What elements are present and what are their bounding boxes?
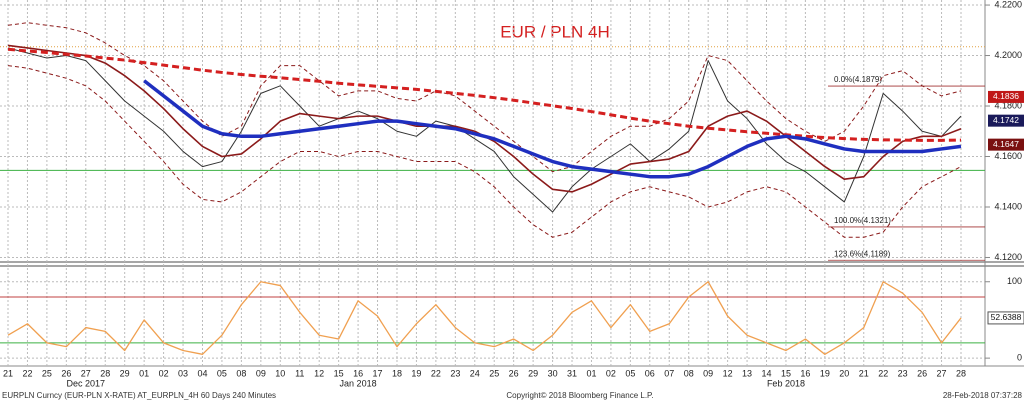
x-tick-label: 09	[703, 368, 713, 378]
x-tick-label: 25	[489, 368, 499, 378]
value-tag-label: 4.1647	[993, 139, 1019, 149]
value-tag-label: 4.1742	[993, 115, 1019, 125]
series-line	[7, 47, 962, 142]
x-group-label: Feb 2018	[767, 378, 805, 388]
series-line	[7, 22, 962, 173]
y-tick-label: 4.1400	[994, 201, 1022, 211]
x-tick-label: 22	[878, 368, 888, 378]
x-group-label: Dec 2017	[67, 378, 106, 388]
footer-right: 28-Feb-2018 07:37:28	[943, 391, 1023, 400]
footer-left: EURPLN Curncy (EUR-PLN X-RATE) AT_EURPLN…	[2, 391, 276, 400]
x-tick-label: 07	[664, 368, 674, 378]
y-tick-label: 100	[1007, 276, 1022, 286]
x-tick-label: 08	[684, 368, 694, 378]
x-tick-label: 15	[781, 368, 791, 378]
x-tick-label: 05	[217, 368, 227, 378]
y-tick-label: 0	[1017, 353, 1022, 363]
x-tick-label: 29	[120, 368, 130, 378]
x-tick-label: 21	[859, 368, 869, 378]
x-tick-label: 24	[470, 368, 480, 378]
x-tick-label: 27	[81, 368, 91, 378]
x-tick-label: 13	[742, 368, 752, 378]
x-tick-label: 19	[411, 368, 421, 378]
x-tick-label: 28	[956, 368, 966, 378]
x-tick-label: 17	[373, 368, 383, 378]
value-tag	[988, 90, 1024, 103]
value-tag	[987, 311, 1024, 325]
value-tag-label: 4.1836	[993, 91, 1019, 101]
x-tick-label: 15	[334, 368, 344, 378]
x-tick-label: 30	[548, 368, 558, 378]
x-group-label: Jan 2018	[340, 378, 377, 388]
x-tick-label: 22	[431, 368, 441, 378]
fib-label: 100.0%(4.1321)	[834, 216, 891, 225]
x-tick-label: 01	[139, 368, 149, 378]
x-tick-label: 02	[159, 368, 169, 378]
x-tick-label: 26	[509, 368, 519, 378]
value-tag	[988, 114, 1024, 127]
x-tick-label: 16	[353, 368, 363, 378]
x-tick-label: 27	[937, 368, 947, 378]
fib-label: 0.0%(4.1879)	[834, 75, 882, 84]
value-tag-label: 52.6388	[991, 312, 1022, 322]
y-tick-label: 4.1200	[994, 252, 1022, 262]
series-line	[7, 281, 962, 355]
x-tick-label: 16	[800, 368, 810, 378]
x-tick-label: 26	[917, 368, 927, 378]
x-tick-label: 21	[3, 368, 13, 378]
series-line	[7, 65, 962, 238]
x-tick-label: 29	[528, 368, 538, 378]
x-tick-label: 31	[567, 368, 577, 378]
series-line	[143, 79, 962, 179]
x-tick-label: 06	[645, 368, 655, 378]
x-tick-label: 25	[42, 368, 52, 378]
y-tick-label: 4.1800	[994, 100, 1022, 110]
footer-center: Copyright© 2018 Bloomberg Finance L.P.	[506, 391, 653, 400]
y-tick-label: 4.2200	[994, 0, 1022, 9]
chart-title: EUR / PLN 4H	[500, 22, 610, 41]
value-tag	[988, 138, 1024, 151]
x-tick-label: 26	[61, 368, 71, 378]
x-tick-label: 28	[100, 368, 110, 378]
x-tick-label: 01	[586, 368, 596, 378]
x-tick-label: 19	[820, 368, 830, 378]
x-tick-label: 20	[839, 368, 849, 378]
x-tick-label: 04	[197, 368, 207, 378]
x-tick-label: 18	[392, 368, 402, 378]
x-tick-label: 14	[762, 368, 772, 378]
fib-label: 123.6%(4.1189)	[834, 249, 891, 258]
y-tick-label: 4.2000	[994, 50, 1022, 60]
x-tick-label: 23	[450, 368, 460, 378]
x-tick-label: 23	[898, 368, 908, 378]
x-tick-label: 03	[178, 368, 188, 378]
x-tick-label: 09	[256, 368, 266, 378]
y-tick-label: 4.1600	[994, 151, 1022, 161]
x-tick-label: 08	[236, 368, 246, 378]
x-tick-label: 10	[275, 368, 285, 378]
x-tick-label: 02	[606, 368, 616, 378]
x-tick-label: 05	[625, 368, 635, 378]
x-tick-label: 12	[723, 368, 733, 378]
x-tick-label: 12	[314, 368, 324, 378]
x-tick-label: 11	[295, 368, 304, 378]
series-line	[7, 47, 962, 213]
x-tick-label: 22	[22, 368, 32, 378]
